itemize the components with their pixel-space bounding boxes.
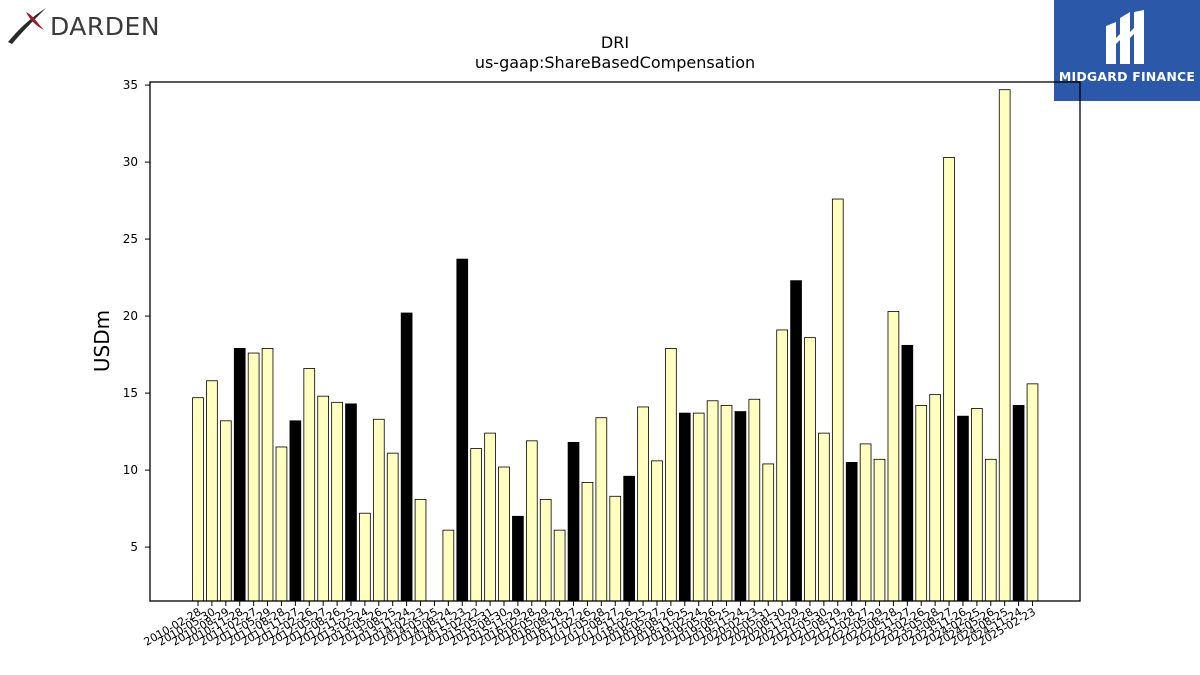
bar-2015-05-31 <box>484 432 496 602</box>
bar-2013-05-26 <box>372 418 385 602</box>
bar-2012-05-27 <box>317 395 330 602</box>
bar-2020-02-23 <box>748 398 761 602</box>
bar-2013-11-24 <box>400 312 413 602</box>
y-tick-label: 5 <box>130 540 138 554</box>
bar-2011-05-29 <box>261 348 274 602</box>
y-tick-label: 20 <box>123 309 138 323</box>
bar-2019-02-24 <box>692 412 705 602</box>
bar-2024-08-25 <box>998 89 1011 602</box>
y-axis-label: USDm <box>90 310 114 372</box>
bar-2020-11-29 <box>790 280 802 602</box>
bar-2015-02-22 <box>470 448 482 602</box>
bar-2016-08-28 <box>553 529 566 602</box>
bar-2013-08-25 <box>386 452 399 602</box>
darden-logo-text: DARDEN <box>50 12 161 41</box>
bar-2020-08-30 <box>776 329 788 602</box>
bar-2010-11-28 <box>233 348 246 602</box>
bar-2010-05-30 <box>206 380 218 602</box>
bar-2019-08-25 <box>720 405 733 602</box>
chart-title: DRI <box>601 33 629 52</box>
midgard-emblem-icon <box>1106 10 1144 64</box>
bars-group <box>192 89 1039 602</box>
y-tick-label: 35 <box>123 78 138 92</box>
y-axis: 5 10 15 20 25 30 35 <box>123 78 150 554</box>
bar-2022-02-27 <box>859 443 872 602</box>
bar-2017-02-26 <box>581 482 594 602</box>
bar-2014-02-23 <box>414 498 427 602</box>
bar-2010-02-28 <box>192 397 204 602</box>
bar-2025-02-23 <box>1026 383 1039 602</box>
midgard-finance-logo: MIDGARD FINANCE <box>1054 0 1200 101</box>
bar-2017-11-26 <box>623 475 635 602</box>
y-tick-label: 25 <box>123 232 138 246</box>
bar-2011-02-27 <box>247 352 260 602</box>
bar-2019-11-24 <box>734 411 747 602</box>
bar-2019-05-26 <box>706 400 719 602</box>
bar-2016-11-27 <box>567 441 580 602</box>
x-axis: 2010-02-282010-05-302010-08-292010-11-28… <box>142 601 1038 649</box>
bar-2015-11-29 <box>512 515 524 602</box>
bar-2021-11-28 <box>845 461 858 602</box>
bar-2023-05-28 <box>929 394 941 602</box>
bar-2017-08-27 <box>609 495 622 602</box>
bar-2024-11-24 <box>1012 405 1025 602</box>
bar-2018-08-26 <box>665 348 677 602</box>
bar-2021-02-28 <box>804 337 816 602</box>
bar-2011-11-27 <box>289 420 302 602</box>
bar-2017-05-28 <box>595 417 608 602</box>
bar-2013-02-24 <box>359 512 371 602</box>
bar-2020-05-31 <box>762 463 775 602</box>
bar-2012-11-25 <box>345 403 357 602</box>
bar-2018-11-25 <box>678 412 691 602</box>
bar-2012-08-26 <box>331 401 343 602</box>
bar-2016-05-29 <box>539 498 552 602</box>
bar-2016-02-28 <box>525 440 538 602</box>
bar-2022-11-27 <box>901 344 914 602</box>
midgard-logo-text: MIDGARD FINANCE <box>1058 69 1196 84</box>
bar-2024-05-26 <box>984 458 997 602</box>
bar-2015-08-30 <box>498 466 510 602</box>
chart-subtitle: us-gaap:ShareBasedCompensation <box>475 53 755 72</box>
bar-2018-05-27 <box>651 460 663 602</box>
plot-frame <box>149 81 1081 602</box>
bar-2022-05-29 <box>873 458 886 602</box>
y-tick-label: 10 <box>123 463 138 477</box>
bar-2014-08-24 <box>442 529 455 602</box>
bar-2024-02-25 <box>971 408 983 602</box>
darden-swoosh-icon <box>8 8 46 44</box>
bar-2021-05-30 <box>818 432 830 602</box>
bar-2011-08-28 <box>275 446 288 602</box>
y-tick-label: 15 <box>123 386 138 400</box>
bar-2021-08-29 <box>831 198 844 602</box>
y-tick-label: 30 <box>123 155 138 169</box>
bar-2010-08-29 <box>219 420 232 602</box>
bar-2023-11-26 <box>957 415 969 602</box>
bar-2023-02-26 <box>915 405 928 602</box>
bar-2018-02-25 <box>637 406 649 602</box>
bar-2014-11-23 <box>456 258 469 602</box>
bar-2012-02-26 <box>303 368 316 602</box>
bar-2022-08-28 <box>887 311 900 602</box>
darden-logo: DARDEN <box>4 4 174 48</box>
bar-2023-08-27 <box>943 157 955 602</box>
